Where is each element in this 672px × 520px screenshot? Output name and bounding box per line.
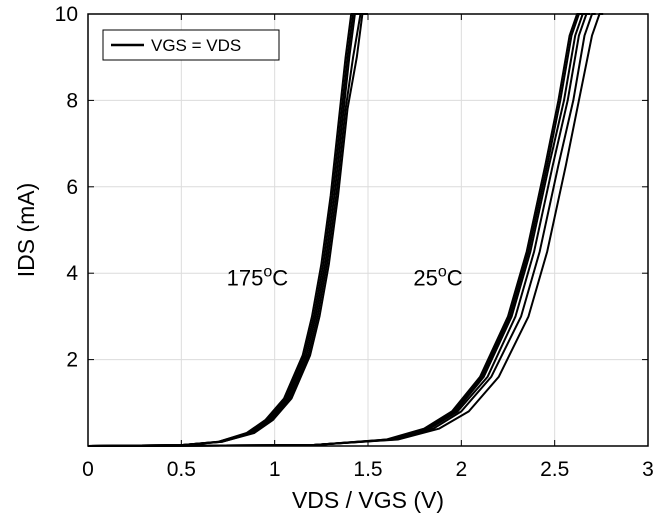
temperature-annotation: 175oC (227, 264, 289, 291)
annotations: 175oC 25oC (227, 264, 463, 291)
curve-group0-series2 (87, 13, 361, 447)
y-tick-label: 6 (66, 176, 78, 199)
x-axis-label: VDS / VGS (V) (292, 487, 444, 513)
x-tick-label: 1.5 (353, 458, 382, 481)
curve-group1-series4 (87, 13, 596, 447)
curve-group0-series4 (87, 13, 368, 447)
y-tick-label: 4 (66, 262, 78, 285)
y-tick-label: 2 (66, 349, 78, 372)
y-axis-label: IDS (mA) (13, 183, 39, 278)
x-tick-label: 0 (82, 458, 94, 481)
x-tick-label: 1 (269, 458, 281, 481)
x-tick-label: 2.5 (540, 458, 569, 481)
curve-group1-series5 (87, 13, 604, 447)
ticks (87, 13, 649, 446)
curve-group0-series0 (87, 13, 355, 447)
legend-label: VGS = VDS (151, 36, 241, 55)
curves (87, 13, 604, 447)
y-tick-label: 8 (66, 89, 78, 112)
curve-group1-series2 (87, 13, 587, 447)
temperature-annotation: 25oC (413, 264, 462, 291)
x-tick-label: 3 (642, 458, 654, 481)
x-tick-label: 0.5 (167, 458, 196, 481)
curve-group1-series1 (87, 13, 583, 447)
tick-labels: 0 0.5 1 1.5 2 2.5 3 2 4 6 8 10 (55, 3, 654, 481)
legend: VGS = VDS (102, 29, 280, 61)
curve-group0-series1 (87, 13, 359, 447)
curve-group1-series3 (87, 13, 591, 447)
y-tick-label: 10 (55, 3, 78, 26)
x-tick-label: 2 (455, 458, 467, 481)
